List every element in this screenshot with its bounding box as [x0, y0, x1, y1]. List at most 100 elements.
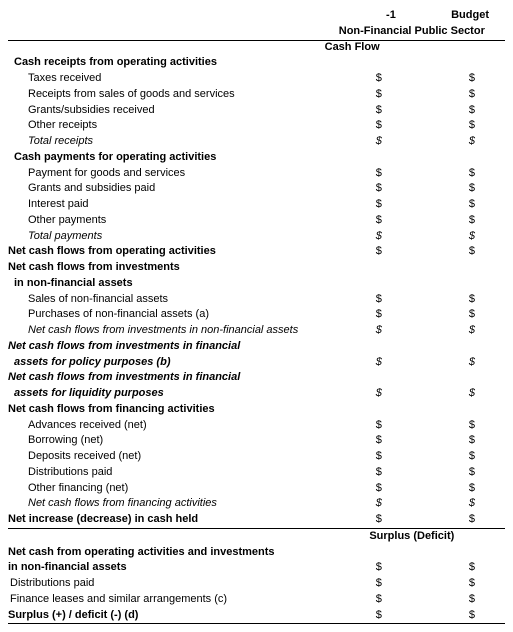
label-deposits: Deposits received (net) — [8, 449, 319, 465]
row-pay-other: Other payments $ $ — [8, 213, 505, 229]
val: $ — [319, 386, 412, 402]
row-total-receipts: Total receipts $ $ — [8, 134, 505, 150]
row-bottom-dist: Distributions paid $ $ — [8, 576, 505, 592]
bottom-opinv-row1: Net cash from operating activities and i… — [8, 545, 505, 561]
row-other-receipts: Other receipts $ $ — [8, 118, 505, 134]
label-pay-total: Total payments — [8, 229, 319, 245]
val: $ — [412, 496, 505, 512]
val: $ — [319, 449, 412, 465]
inv-fin-policy2: assets for policy purposes (b) — [8, 355, 319, 371]
payments-title-row: Cash payments for operating activities — [8, 150, 505, 166]
val: $ — [319, 418, 412, 434]
val: $ — [412, 229, 505, 245]
label-borrowing: Borrowing (net) — [8, 433, 319, 449]
val: $ — [319, 87, 412, 103]
label-total-receipts: Total receipts — [8, 134, 319, 150]
val: $ — [319, 134, 412, 150]
label-net-increase: Net increase (decrease) in cash held — [8, 512, 319, 528]
label-bottom-leases: Finance leases and similar arrangements … — [8, 592, 319, 608]
row-net-increase: Net increase (decrease) in cash held $ $ — [8, 512, 505, 528]
val: $ — [319, 197, 412, 213]
col-header-2: Budget — [412, 8, 505, 24]
row-bottom-surplus: Surplus (+) / deficit (-) (d) $ $ — [8, 608, 505, 624]
header-row-1: -1 Budget — [8, 8, 505, 24]
val: $ — [319, 118, 412, 134]
val: $ — [319, 103, 412, 119]
receipts-title-row: Cash receipts from operating activities — [8, 55, 505, 71]
inv-nonfin-title1: Net cash flows from investments — [8, 260, 319, 276]
bottom-opinv-row2: in non-financial assets $ $ — [8, 560, 505, 576]
val-taxes-2: $ — [412, 71, 505, 87]
label-other-receipts: Other receipts — [8, 118, 319, 134]
row-grants-received: Grants/subsidies received $ $ — [8, 103, 505, 119]
cash-flow-statement: -1 Budget Non-Financial Public Sector Ca… — [8, 8, 505, 624]
inv-fin-policy-row1: Net cash flows from investments in finan… — [8, 339, 505, 355]
val: $ — [319, 433, 412, 449]
bottom-opinv1: Net cash from operating activities and i… — [8, 545, 319, 561]
row-pay-total: Total payments $ $ — [8, 229, 505, 245]
val: $ — [319, 166, 412, 182]
label-grants-received: Grants/subsidies received — [8, 103, 319, 119]
val: $ — [412, 465, 505, 481]
val: $ — [412, 181, 505, 197]
inv-fin-liq-row1: Net cash flows from investments in finan… — [8, 370, 505, 386]
label-bottom-surplus: Surplus (+) / deficit (-) (d) — [8, 608, 319, 624]
row-pay-interest: Interest paid $ $ — [8, 197, 505, 213]
val: $ — [412, 213, 505, 229]
val: $ — [319, 307, 412, 323]
label-pay-interest: Interest paid — [8, 197, 319, 213]
val: $ — [412, 244, 505, 260]
row-pay-grants: Grants and subsidies paid $ $ — [8, 181, 505, 197]
val: $ — [319, 576, 412, 592]
val: $ — [412, 307, 505, 323]
val: $ — [319, 355, 412, 371]
val: $ — [412, 386, 505, 402]
inv-fin-liq2: assets for liquidity purposes — [8, 386, 319, 402]
row-sales-receipts: Receipts from sales of goods and service… — [8, 87, 505, 103]
row-nonfin-sales: Sales of non-financial assets $ $ — [8, 292, 505, 308]
val: $ — [412, 118, 505, 134]
bottom-opinv2: in non-financial assets — [8, 560, 319, 576]
val: $ — [319, 213, 412, 229]
val: $ — [412, 560, 505, 576]
val: $ — [319, 512, 412, 528]
label-financing-net: Net cash flows from financing activities — [8, 496, 319, 512]
row-taxes: Taxes received $ $ — [8, 71, 505, 87]
header-row-subhead: Cash Flow — [8, 40, 505, 55]
val-taxes-1: $ — [319, 71, 412, 87]
row-pay-goods: Payment for goods and services $ $ — [8, 166, 505, 182]
val: $ — [412, 512, 505, 528]
row-financing-net: Net cash flows from financing activities… — [8, 496, 505, 512]
receipts-title: Cash receipts from operating activities — [8, 55, 319, 71]
inv-fin-liq1: Net cash flows from investments in finan… — [8, 370, 319, 386]
val: $ — [319, 465, 412, 481]
row-other-financing: Other financing (net) $ $ — [8, 481, 505, 497]
val: $ — [319, 292, 412, 308]
val: $ — [412, 166, 505, 182]
sector-header: Non-Financial Public Sector — [319, 24, 505, 40]
val: $ — [412, 87, 505, 103]
label-other-financing: Other financing (net) — [8, 481, 319, 497]
col-header-1: -1 — [319, 8, 412, 24]
val: $ — [412, 481, 505, 497]
inv-fin-policy-row2: assets for policy purposes (b) $ $ — [8, 355, 505, 371]
val: $ — [412, 323, 505, 339]
surplus-header-row: Surplus (Deficit) — [8, 528, 505, 544]
val: $ — [412, 292, 505, 308]
val: $ — [412, 418, 505, 434]
row-bottom-leases: Finance leases and similar arrangements … — [8, 592, 505, 608]
val: $ — [319, 608, 412, 624]
label-bottom-dist: Distributions paid — [8, 576, 319, 592]
payments-title: Cash payments for operating activities — [8, 150, 319, 166]
val: $ — [412, 197, 505, 213]
val: $ — [412, 355, 505, 371]
val: $ — [319, 560, 412, 576]
val: $ — [319, 592, 412, 608]
label-sales-receipts: Receipts from sales of goods and service… — [8, 87, 319, 103]
val: $ — [412, 103, 505, 119]
financing-title: Net cash flows from financing activities — [8, 402, 319, 418]
inv-nonfin-title2: in non-financial assets — [8, 276, 319, 292]
row-deposits: Deposits received (net) $ $ — [8, 449, 505, 465]
inv-nonfin-title-row1: Net cash flows from investments — [8, 260, 505, 276]
label-nonfin-sales: Sales of non-financial assets — [8, 292, 319, 308]
